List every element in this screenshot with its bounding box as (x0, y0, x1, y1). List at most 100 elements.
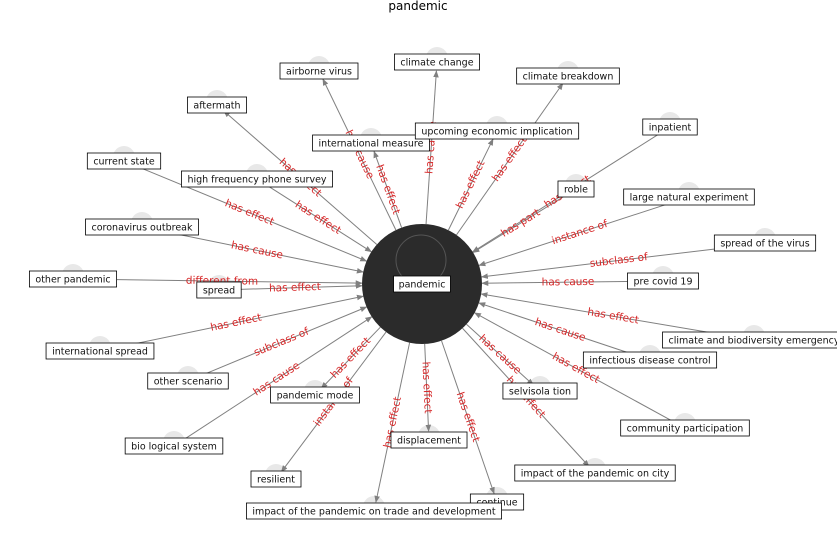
node-high-frequency-phone-survey[interactable]: high frequency phone survey (181, 170, 333, 188)
node-label: coronavirus outbreak (92, 223, 193, 234)
node-label: climate and biodiversity emergency (669, 336, 837, 347)
edge-label-other-scenario: subclass of (252, 325, 311, 359)
node-box (250, 470, 302, 488)
node-label: community participation (627, 424, 744, 435)
edge-continue (441, 340, 495, 495)
node-box (390, 431, 468, 449)
center-box (393, 275, 451, 293)
node-resilient[interactable]: resilient (250, 470, 302, 488)
node-spread[interactable]: spread (196, 281, 242, 299)
node-label: roble (564, 185, 588, 196)
node-label: inpatient (649, 123, 692, 134)
node-pandemic-mode[interactable]: pandemic mode (270, 386, 360, 404)
edge-label-selvisola-tion: has cause (476, 332, 523, 376)
edge-selvisola-tion (466, 323, 534, 386)
node-box (196, 281, 242, 299)
node-box (187, 96, 247, 114)
node-label: infectious disease control (589, 356, 710, 367)
edge-coronavirus-outbreak (150, 228, 364, 274)
node-box (86, 152, 162, 170)
node-climate-breakdown[interactable]: climate breakdown (516, 67, 620, 85)
node-box (246, 502, 502, 520)
node-impact-of-the-pandemic-on-city[interactable]: impact of the pandemic on city (514, 464, 676, 482)
node-box (627, 272, 699, 290)
node-box (414, 122, 580, 140)
node-box (557, 180, 595, 198)
edge-other-pandemic (81, 278, 363, 286)
node-box (312, 134, 430, 152)
node-impact-of-the-pandemic-on-trade-and-development[interactable]: impact of the pandemic on trade and deve… (246, 502, 502, 520)
node-label: impact of the pandemic on trade and deve… (252, 507, 495, 518)
node-box (642, 118, 698, 136)
node-label: pre covid 19 (633, 277, 692, 288)
node-box (514, 464, 676, 482)
node-spread-of-the-virus[interactable]: spread of the virus (713, 234, 817, 252)
edge-high-frequency-phone-survey (264, 183, 372, 253)
node-label: large natural experiment (630, 193, 749, 204)
edge-label-high-frequency-phone-survey: has effect (293, 199, 343, 237)
node-box (713, 234, 817, 252)
node-climate-change[interactable]: climate change (394, 53, 480, 71)
node-label: international spread (52, 347, 148, 358)
edge-bio-logical-system (181, 316, 373, 442)
edge-label-infectious-disease-control: has cause (533, 316, 587, 344)
node-box (502, 382, 578, 400)
node-roble[interactable]: roble (557, 180, 595, 198)
node-selvisola-tion[interactable]: selvisola tion (502, 382, 578, 400)
node-box (394, 53, 480, 71)
edge-community-participation (474, 312, 678, 425)
node-other-pandemic[interactable]: other pandemic (28, 270, 118, 288)
center-label-box[interactable]: pandemic (393, 275, 451, 293)
node-international-measure[interactable]: international measure (312, 134, 430, 152)
edge-label-pre-covid-19: has cause (542, 276, 595, 289)
edge-pandemic-mode (320, 326, 381, 390)
node-label: international measure (319, 139, 424, 150)
node-large-natural-experiment[interactable]: large natural experiment (623, 188, 755, 206)
edge-label-current-state: has effect (223, 197, 276, 228)
node-label: displacement (397, 436, 461, 447)
node-aftermath[interactable]: aftermath (187, 96, 247, 114)
edge-international-measure (373, 150, 403, 228)
edge-current-state (132, 163, 368, 262)
edge-label-coronavirus-outbreak: has cause (230, 239, 284, 261)
edge-international-spread (108, 294, 364, 350)
edge-infectious-disease-control (478, 302, 642, 358)
node-label: spread (203, 286, 235, 297)
node-label: impact of the pandemic on city (521, 469, 670, 480)
edge-label-climate-breakdown: has effect (490, 134, 530, 183)
edge-displacement (424, 343, 432, 432)
edge-spread-of-the-virus (480, 243, 757, 279)
node-label: other scenario (154, 377, 223, 388)
edge-climate-and-biodiversity-emergency (480, 292, 746, 339)
node-inpatient[interactable]: inpatient (642, 118, 698, 136)
node-current-state[interactable]: current state (86, 152, 162, 170)
node-airborne-virus[interactable]: airborne virus (279, 62, 359, 80)
node-box (620, 419, 750, 437)
node-other-scenario[interactable]: other scenario (147, 372, 229, 390)
edge-other-scenario (196, 306, 368, 379)
node-box (181, 170, 333, 188)
edge-label-international-spread: has effect (209, 312, 262, 334)
node-label: selvisola tion (509, 387, 571, 398)
edge-climate-breakdown (456, 82, 564, 236)
edge-label-upcoming-economic-implication: has effect (454, 159, 488, 211)
node-upcoming-economic-implication[interactable]: upcoming economic implication (414, 122, 580, 140)
node-climate-and-biodiversity-emergency[interactable]: climate and biodiversity emergency (662, 331, 837, 349)
node-bio-logical-system[interactable]: bio logical system (124, 437, 224, 455)
node-label: high frequency phone survey (187, 175, 326, 186)
graph-title: pandemic (388, 0, 447, 13)
edge-pre-covid-19 (481, 280, 655, 286)
edge-label-spread: has effect (269, 281, 321, 295)
edge-impact-of-the-pandemic-on-trade-and-development (374, 342, 411, 503)
node-international-spread[interactable]: international spread (45, 342, 155, 360)
node-community-participation[interactable]: community participation (620, 419, 750, 437)
node-infectious-disease-control[interactable]: infectious disease control (582, 351, 718, 369)
node-coronavirus-outbreak[interactable]: coronavirus outbreak (85, 218, 199, 236)
edge-airborne-virus (322, 78, 397, 231)
edge-roble (472, 193, 569, 253)
edge-label-international-measure: has effect (373, 163, 402, 216)
node-displacement[interactable]: displacement (390, 431, 468, 449)
edge-upcoming-economic-implication (447, 138, 494, 231)
node-pre-covid-19[interactable]: pre covid 19 (627, 272, 699, 290)
